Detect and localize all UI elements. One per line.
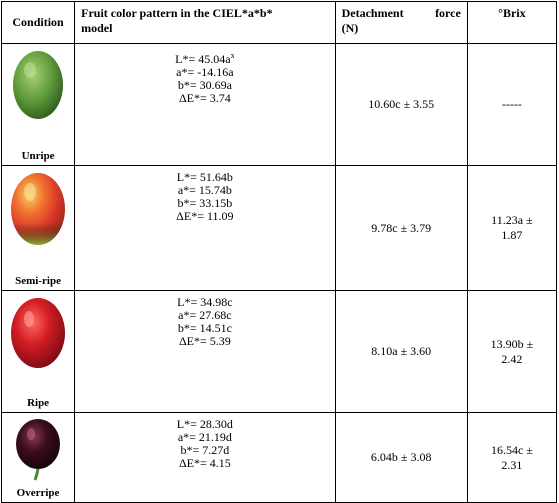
color-value-l: L*= 51.64b: [176, 170, 233, 184]
condition-cell: Unripe: [0, 43, 76, 166]
color-value-delta-e: ΔE*= 3.74: [178, 91, 231, 105]
force-cell: 6.04b ± 3.08: [334, 412, 468, 503]
brix-deviation: 2.42: [501, 351, 523, 366]
table-row: Semi-ripe L*= 51.64b a*= 15.74b b*= 33.1…: [0, 165, 558, 291]
semi-ripe-fruit-image: [11, 173, 66, 245]
table-row: Unripe L*= 45.04ax a*= -14.16a b*= 30.69…: [0, 43, 558, 166]
brix-cell: 16.54c ± 2.31: [466, 412, 558, 503]
header-brix-text: °Brix: [498, 6, 526, 20]
header-force: Detachment force (N): [334, 1, 468, 44]
color-value-l-superscript: x: [230, 51, 235, 60]
color-values-cell: L*= 34.98c a*= 27.68c b*= 14.51c ΔE*= 5.…: [74, 290, 336, 413]
color-values-cell: L*= 28.30d a*= 21.19d b*= 7.27d ΔE*= 4.1…: [74, 412, 336, 503]
header-force-unit: (N): [341, 21, 359, 35]
condition-cell: Overripe: [0, 412, 76, 503]
color-value-delta-e: ΔE*= 5.39: [178, 334, 231, 348]
header-brix: °Brix: [466, 1, 558, 44]
condition-cell: Semi-ripe: [0, 165, 76, 291]
color-value-delta-e: ΔE*= 4.15: [178, 456, 231, 470]
color-value-l: L*= 28.30d: [176, 417, 233, 431]
header-row: Condition Fruit color pattern in the CIE…: [0, 1, 558, 44]
brix-cell: 13.90b ± 2.42: [466, 290, 558, 413]
header-force-line1: Detachment force: [342, 6, 461, 21]
header-condition-text: Condition: [12, 15, 64, 29]
condition-label: Ripe: [27, 397, 50, 409]
condition-label: Unripe: [21, 150, 55, 162]
color-value-delta-e: ΔE*= 11.09: [176, 209, 234, 223]
color-value-a: a*= 27.68c: [178, 308, 232, 322]
color-values-cell: L*= 45.04ax a*= -14.16a b*= 30.69a ΔE*= …: [74, 43, 336, 166]
header-color-line2: model: [81, 21, 113, 35]
ripe-fruit-image: [11, 298, 66, 368]
header-force-word2: force: [435, 6, 461, 20]
brix-value: 16.54c ±: [490, 442, 533, 457]
brix-value: 13.90b ±: [490, 336, 534, 351]
table-row: Overripe L*= 28.30d a*= 21.19d b*= 7.27d…: [0, 412, 558, 503]
brix-deviation: 2.31: [501, 457, 523, 472]
force-cell: 10.60c ± 3.55: [334, 43, 468, 166]
force-cell: 9.78c ± 3.79: [334, 165, 468, 291]
header-condition: Condition: [0, 1, 76, 44]
header-color-line1: Fruit color pattern in the CIEL*a*b*: [81, 6, 273, 20]
color-value-b: b*= 7.27d: [180, 443, 230, 457]
header-color: Fruit color pattern in the CIEL*a*b* mod…: [74, 1, 336, 44]
color-value-a: a*= -14.16a: [176, 65, 234, 79]
header-force-word1: Detachment: [341, 6, 404, 20]
color-value-b: b*= 14.51c: [177, 321, 232, 335]
unripe-fruit-image: [13, 51, 64, 119]
table-row: Ripe L*= 34.98c a*= 27.68c b*= 14.51c ΔE…: [0, 290, 558, 413]
color-values-cell: L*= 51.64b a*= 15.74b b*= 33.15b ΔE*= 11…: [74, 165, 336, 291]
brix-deviation: 1.87: [501, 228, 523, 242]
brix-cell: -----: [466, 43, 558, 166]
color-value-a: a*= 15.74b: [177, 183, 232, 197]
color-value-l: L*= 45.04a: [175, 52, 231, 66]
condition-cell: Ripe: [0, 290, 76, 413]
condition-label: Overripe: [16, 487, 60, 499]
color-value-l: L*= 34.98c: [177, 295, 233, 309]
brix-value: 11.23a ±: [491, 213, 533, 227]
color-value-b: b*= 30.69a: [177, 78, 232, 92]
brix-cell: 11.23a ± 1.87: [466, 165, 558, 291]
overripe-fruit-image: [16, 419, 61, 481]
force-cell: 8.10a ± 3.60: [334, 290, 468, 413]
condition-label: Semi-ripe: [15, 275, 61, 287]
brix-value: -----: [501, 97, 522, 111]
color-value-a: a*= 21.19d: [177, 430, 232, 444]
color-value-b: b*= 33.15b: [177, 196, 233, 210]
